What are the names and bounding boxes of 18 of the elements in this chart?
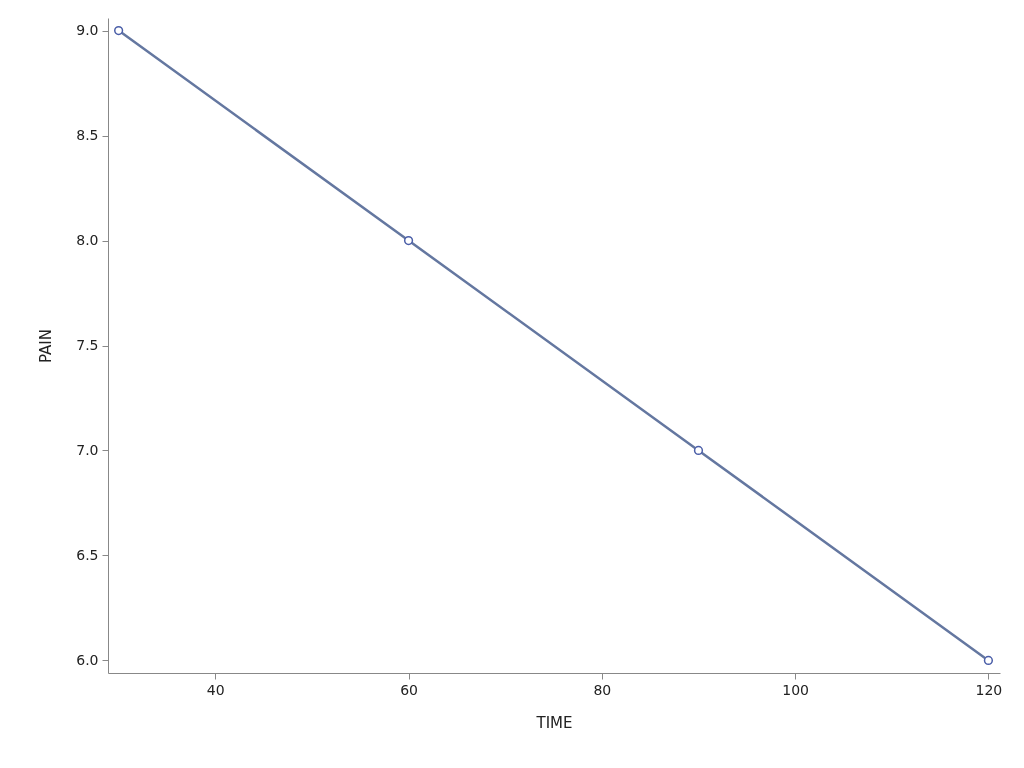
y-tick-label: 7.0	[76, 441, 99, 458]
y-tick-label: 8.0	[76, 232, 99, 249]
y-tick-label: 6.0	[76, 651, 99, 668]
point	[114, 25, 124, 36]
x-tick-label: 60	[400, 681, 418, 698]
x-tick-label: 40	[206, 681, 225, 698]
y-tick-label: 7.5	[76, 337, 99, 353]
point	[403, 235, 414, 246]
x-tick-label: 80	[593, 681, 612, 698]
x-axis-title: TIME	[535, 713, 573, 732]
point	[983, 655, 994, 666]
y-tick-label: 6.5	[76, 546, 99, 563]
x-tick-label: 120	[975, 681, 1003, 698]
point	[693, 445, 704, 456]
y-tick-label: 9.0	[76, 22, 99, 39]
x-tick-label: 100	[782, 681, 809, 698]
y-tick-label: 8.5	[76, 127, 99, 144]
y-axis-title: PAIN	[37, 329, 56, 363]
